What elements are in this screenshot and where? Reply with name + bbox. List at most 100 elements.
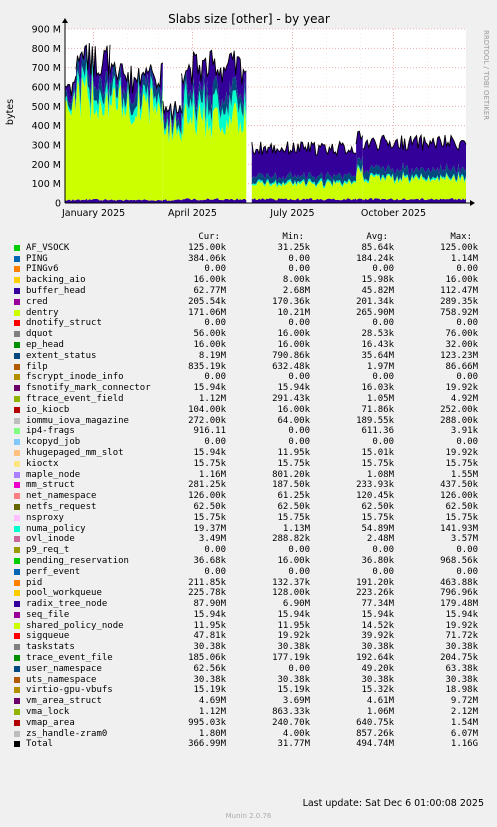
legend-max: 1.54M [450,717,478,728]
legend-row: shared_policy_node 11.95k 11.95k 14.52k 19.9… [14,621,490,632]
legend-swatch [14,287,20,294]
area-buffer_head [181,198,247,203]
legend-avg: 0.00 [372,566,394,577]
legend-swatch [14,525,20,532]
area-buffer_head [76,198,110,203]
legend-max: 123.23M [440,350,478,361]
plot-series [64,42,467,203]
legend-row: net_namespace 126.00k 61.25k 120.45k 126.00k [14,491,490,502]
legend-name: dentry [26,307,59,318]
legend-row: dquot 56.00k 16.00k 28.53k 76.00k [14,329,490,340]
legend-max: 0.00 [456,545,478,556]
legend-min: 801.20k [272,469,310,480]
legend-max: 16.00k [445,275,478,286]
legend-avg: 15.75k [361,512,394,523]
legend-avg: 2.48M [366,534,394,545]
munin-version: Munin 2.0.76 [225,812,272,820]
legend-swatch [14,590,20,597]
legend-row: mm_struct 281.25k 187.50k 233.93k 437.50k [14,480,490,491]
area-radix_tree_node [162,100,182,130]
line-total [64,75,77,96]
legend-rows: AF_VSOCK 125.00k 31.25k 85.64k 125.00k PING 38… [14,243,490,750]
legend-max: 15.75k [445,512,478,523]
legend-swatch [14,611,20,618]
legend-swatch [14,536,20,543]
legend-swatch [14,568,20,575]
legend-max: 62.50k [445,501,478,512]
y-tick-label: 900 M [32,25,61,36]
y-tick-label: 400 M [32,121,61,132]
legend-name: perf_event [26,566,81,577]
legend-min: 177.19k [272,653,310,664]
legend-swatch [14,363,20,370]
area-buffer_head [162,199,182,203]
legend-cur: 185.06k [188,653,226,664]
line-total [162,100,182,121]
legend-row: vm_area_struct 4.69M 3.69M 4.61M 9.72M [14,696,490,707]
legend-avg: 184.24k [356,253,394,264]
legend-cur: 62.77M [193,285,226,296]
legend-swatch [14,395,20,402]
legend-name: dquot [26,329,54,340]
legend-cur: 15.94k [193,383,226,394]
legend-avg: 16.43k [361,339,394,350]
legend-min: 16.00k [277,555,310,566]
legend-avg: 1.06M [366,707,394,718]
legend-cur: 56.00k [193,329,226,340]
legend-max: 0.00 [456,437,478,448]
area-numa_policy [76,60,110,122]
legend-min: 863.33k [272,707,310,718]
legend-avg: 189.55k [356,415,394,426]
legend-cur: 15.19k [193,685,226,696]
legend-name: netfs_request [26,501,97,512]
legend-swatch [14,644,20,651]
legend-cur: 15.94k [193,447,226,458]
area-extent_status [251,171,357,187]
legend-cur: 384.06k [188,253,226,264]
legend-name: ip4-frags [26,426,75,437]
legend-row: virtio-gpu-vbufs 15.19k 15.19k 15.32k 18.98k [14,685,490,696]
legend-swatch [14,406,20,413]
legend-name: PINGv6 [26,264,59,275]
legend-cur: 62.50k [193,501,226,512]
legend-row: cred 205.54k 170.36k 201.34k 289.35k [14,297,490,308]
area-numa_policy [181,80,247,139]
legend-row: khugepaged_mm_slot 15.94k 11.95k 15.01k 19.9… [14,448,490,459]
legend-name: trace_event_file [26,653,113,664]
legend-name: pool_workqueue [26,588,102,599]
legend-name: vmap_area [26,717,75,728]
legend-swatch [14,331,20,338]
legend-swatch [14,741,20,748]
area-extent_status [162,100,182,138]
legend-name: radix_tree_node [26,599,108,610]
legend-cur: 16.00k [193,275,226,286]
legend-cur: 19.37M [193,523,226,534]
legend-avg: 49.20k [361,663,394,674]
legend-name: user_namespace [26,663,102,674]
legend-min: 288.82k [272,534,310,545]
legend-swatch [14,547,20,554]
legend-cur: 30.38k [193,674,226,685]
legend-cur: 3.49M [198,534,226,545]
area-dentry [362,173,466,201]
legend-swatch [14,482,20,489]
legend-min: 0.00 [288,253,310,264]
legend-name: nsproxy [26,512,64,523]
legend-row: taskstats 30.38k 30.38k 30.38k 30.38k [14,642,490,653]
legend-name: PING [26,253,48,264]
legend-row: ftrace_event_field 1.12M 291.43k 1.05M 4.92M [14,394,490,405]
legend-avg: 191.20k [356,577,394,588]
legend-max: 15.75k [445,458,478,469]
y-tick-label: 300 M [32,141,61,152]
legend-max: 968.56k [440,555,478,566]
legend-row: fsnotify_mark_connector 15.94k 15.94k 16.03… [14,383,490,394]
legend-max: 19.92k [445,620,478,631]
legend-name: numa_policy [26,523,86,534]
legend-max: 3.91k [450,426,478,437]
legend-name: khugepaged_mm_slot [26,447,124,458]
legend-cur: 104.00k [188,404,226,415]
legend-avg: 223.26k [356,588,394,599]
legend-min: 187.50k [272,480,310,491]
legend-name: uts_namespace [26,674,97,685]
y-tick-label: 100 M [32,179,61,190]
